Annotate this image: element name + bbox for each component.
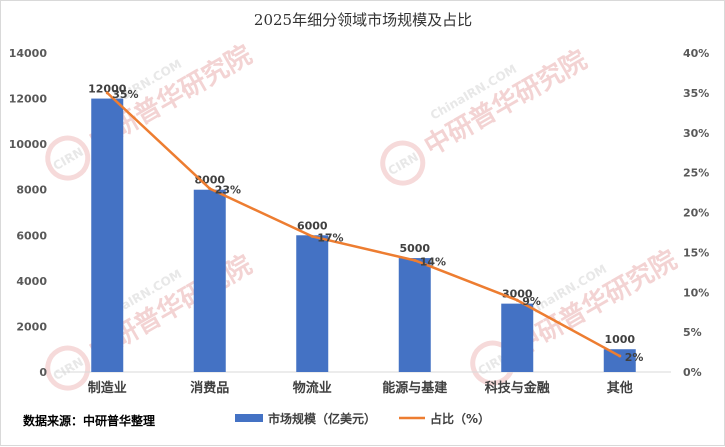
line-point xyxy=(618,354,622,358)
watermark-logo-text: CIRN xyxy=(386,150,421,178)
watermark-logo xyxy=(380,140,426,186)
y2-tick-label: 40% xyxy=(683,47,709,60)
y-tick-label: 10000 xyxy=(9,138,48,151)
y-tick-label: 12000 xyxy=(9,93,48,106)
watermark-logo-text: CIRN xyxy=(51,355,86,383)
line-data-label: 17% xyxy=(317,231,343,244)
line-point xyxy=(208,187,212,191)
y-axis-left: 0 2000 4000 6000 8000 10000 12000 14000 xyxy=(9,47,48,379)
line-path xyxy=(106,91,621,358)
line-data-label: 2% xyxy=(625,351,644,364)
line-series: 35% 23% 17% 14% 9% 2% xyxy=(105,88,644,364)
legend-swatch-bar xyxy=(235,414,263,422)
bar xyxy=(603,349,636,372)
y-tick-label: 4000 xyxy=(16,275,47,288)
legend: 市场规模（亿美元） 占比（%） xyxy=(235,411,490,426)
source-note: 数据来源：中研普华整理 xyxy=(23,413,155,428)
bar xyxy=(296,235,329,372)
y2-tick-label: 25% xyxy=(683,167,709,180)
x-tick-label: 制造业 xyxy=(88,380,127,396)
bar xyxy=(398,258,431,372)
y2-tick-label: 15% xyxy=(683,246,709,259)
line-point xyxy=(413,258,417,262)
x-tick-label: 能源与基建 xyxy=(382,380,447,396)
watermark-logo xyxy=(45,135,91,181)
chart-title: 2025年细分领域市场规模及占比 xyxy=(254,11,472,29)
x-tick-label: 物流业 xyxy=(293,380,332,396)
y2-tick-label: 30% xyxy=(683,127,709,140)
bar-data-label: 1000 xyxy=(604,333,635,346)
y2-tick-label: 10% xyxy=(683,286,709,299)
x-tick-label: 消费品 xyxy=(190,380,229,396)
bar-data-label: 5000 xyxy=(399,242,430,255)
x-tick-label: 其他 xyxy=(607,380,633,396)
bar xyxy=(91,98,124,373)
watermark-logo xyxy=(45,345,91,391)
bar-data-label: 12000 xyxy=(88,83,127,96)
bar xyxy=(501,303,534,372)
y2-tick-label: 20% xyxy=(683,207,709,220)
y-tick-label: 6000 xyxy=(16,229,47,242)
y-tick-label: 2000 xyxy=(16,320,47,333)
legend-label-bar: 市场规模（亿美元） xyxy=(268,411,376,426)
line-data-label: 23% xyxy=(215,184,241,197)
x-tick-label: 科技与金融 xyxy=(485,380,550,396)
line-data-label: 9% xyxy=(522,295,541,308)
y-tick-label: 14000 xyxy=(9,47,48,60)
bar-data-label: 8000 xyxy=(194,174,225,187)
y-tick-label: 8000 xyxy=(16,184,47,197)
line-point xyxy=(105,91,109,95)
y-axis-right: 0% 5% 10% 15% 20% 25% 30% 35% 40% xyxy=(683,47,709,379)
bar-data-label: 6000 xyxy=(297,219,328,232)
y2-tick-label: 35% xyxy=(683,87,709,100)
line-point xyxy=(310,234,314,238)
bar xyxy=(193,189,226,372)
line-point xyxy=(515,298,519,302)
x-axis-categories: 制造业 消费品 物流业 能源与基建 科技与金融 其他 xyxy=(88,380,633,396)
y-tick-label: 0 xyxy=(39,366,47,379)
line-data-label: 35% xyxy=(112,88,138,101)
watermark-logo-text: CIRN xyxy=(51,145,86,173)
y2-tick-label: 0% xyxy=(683,366,702,379)
line-data-label: 14% xyxy=(420,255,446,268)
legend-label-line: 占比（%） xyxy=(430,411,490,426)
y2-tick-label: 5% xyxy=(683,326,702,339)
